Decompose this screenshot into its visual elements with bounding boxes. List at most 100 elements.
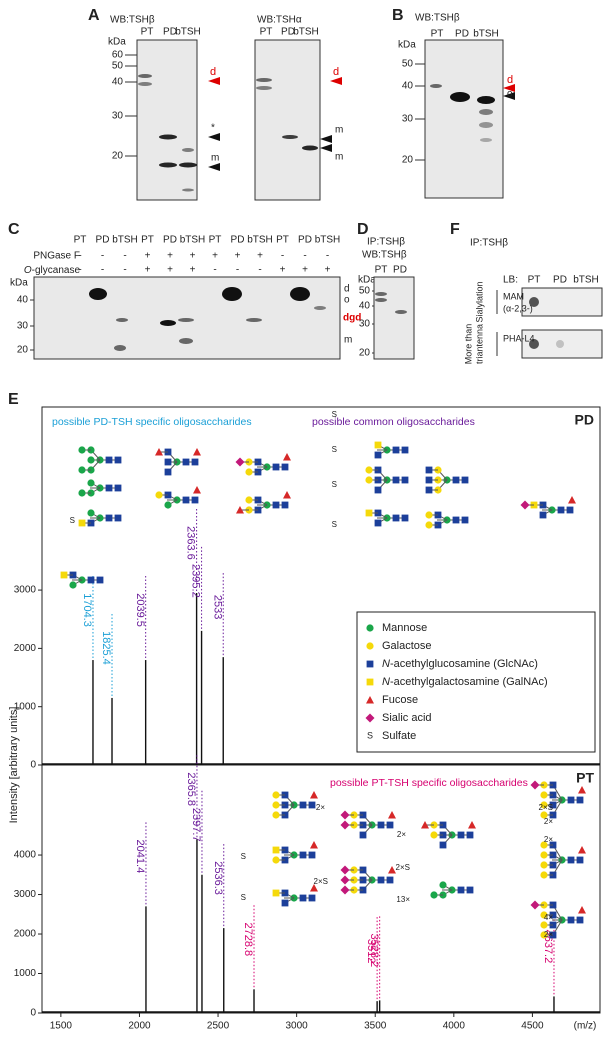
band xyxy=(116,318,128,322)
symbol xyxy=(401,514,409,522)
arrow xyxy=(208,163,220,171)
symbol xyxy=(374,441,382,449)
glycan xyxy=(272,791,318,819)
symbol xyxy=(365,713,375,723)
legend-box xyxy=(356,611,596,753)
marker-label: 30 xyxy=(402,114,414,125)
blot xyxy=(33,276,341,360)
symbol xyxy=(366,678,374,686)
prefix: N xyxy=(382,676,390,688)
treatment-mark: + xyxy=(212,251,218,262)
symbol xyxy=(539,511,547,519)
symbol xyxy=(374,519,382,527)
band xyxy=(114,345,126,351)
symbol xyxy=(87,456,95,464)
symbol xyxy=(520,500,530,510)
symbol xyxy=(283,491,291,499)
legend-text: Sialic acid xyxy=(382,712,432,724)
lane-label: bTSH xyxy=(180,235,206,246)
symbol xyxy=(340,885,350,895)
treatment: PNGase F xyxy=(33,251,80,262)
symbol xyxy=(540,871,548,879)
glycan-note: 2×S xyxy=(314,877,328,886)
symbol xyxy=(359,831,367,839)
blot-title: WB:TSHβ xyxy=(110,15,155,26)
symbol xyxy=(310,791,318,799)
peak-label: 2536.3 xyxy=(212,861,224,895)
annotation: d xyxy=(210,66,216,78)
marker-label: 30 xyxy=(112,111,124,122)
annotation: m xyxy=(211,153,219,164)
symbol xyxy=(567,856,575,864)
band xyxy=(375,298,387,302)
treatment-mark: + xyxy=(257,251,263,262)
annotation: m xyxy=(344,335,352,346)
symbol xyxy=(576,796,584,804)
symbol xyxy=(69,581,77,589)
panel-label: E xyxy=(8,391,19,408)
symbol xyxy=(155,491,163,499)
panel-label: F xyxy=(450,221,460,238)
symbol xyxy=(272,801,280,809)
symbol xyxy=(425,521,433,529)
peak-label: 1704.3 xyxy=(81,593,93,627)
peak-label: 1825.4 xyxy=(100,631,112,665)
symbol xyxy=(283,453,291,461)
x-tick-label: 4500 xyxy=(521,1021,544,1032)
symbol xyxy=(365,509,373,517)
treatment-mark: - xyxy=(258,265,261,276)
lane-label: PT xyxy=(375,265,388,276)
band xyxy=(160,320,176,326)
glycan xyxy=(530,900,586,939)
treatment-mark: - xyxy=(213,265,216,276)
glycan xyxy=(365,466,409,494)
glycan xyxy=(540,841,586,879)
annotation: d xyxy=(507,74,513,86)
symbol xyxy=(281,463,289,471)
glycan-note: S xyxy=(332,410,337,419)
symbol xyxy=(540,861,548,869)
glycan-note: S xyxy=(332,480,337,489)
legend-text: Mannose xyxy=(382,622,427,634)
symbol xyxy=(340,865,350,875)
treatment-mark: - xyxy=(123,265,126,276)
treatment-mark: + xyxy=(280,265,286,276)
glycan-note: S xyxy=(332,445,337,454)
side-label: More than xyxy=(463,324,473,365)
text: -acethylglucosamine (GlcNAc) xyxy=(390,658,538,670)
blot xyxy=(254,39,321,201)
symbol xyxy=(366,696,374,704)
symbol xyxy=(87,509,95,517)
symbol xyxy=(310,884,318,892)
symbol xyxy=(182,496,190,504)
legend-text: N-acethylgalactosamine (GalNAc) xyxy=(382,676,548,688)
symbol xyxy=(461,516,469,524)
symbol xyxy=(392,476,400,484)
symbol xyxy=(377,876,385,884)
symbol xyxy=(578,906,586,914)
symbol xyxy=(60,571,68,579)
symbol xyxy=(425,476,433,484)
peak-label: 3512 xyxy=(365,939,377,963)
y-tick-label: 3000 xyxy=(14,585,37,596)
band xyxy=(375,292,387,296)
symbol xyxy=(114,456,122,464)
glycan xyxy=(425,466,469,494)
symbol xyxy=(425,486,433,494)
lane-label: PD xyxy=(281,27,295,38)
lane-label: PT xyxy=(141,235,154,246)
treatment-mark: + xyxy=(167,265,173,276)
treatment-mark: + xyxy=(302,265,308,276)
glycan xyxy=(60,571,104,589)
band xyxy=(479,109,493,115)
symbol xyxy=(272,463,280,471)
unit: kDa xyxy=(10,278,28,289)
symbol xyxy=(576,916,584,924)
band xyxy=(479,122,493,128)
marker-label: 30 xyxy=(359,319,371,330)
peak-label: 2397.7 xyxy=(190,808,202,842)
symbol xyxy=(540,911,548,919)
symbol xyxy=(386,876,394,884)
glycan xyxy=(520,496,576,519)
arrow xyxy=(208,77,220,85)
